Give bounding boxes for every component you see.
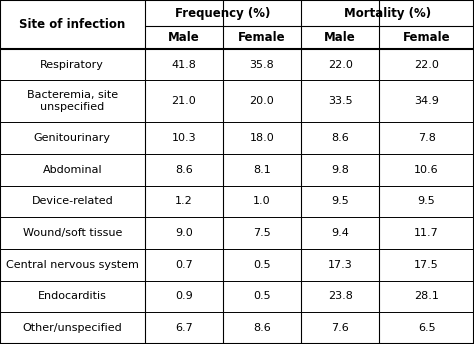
Text: Other/unspecified: Other/unspecified xyxy=(22,323,122,333)
Text: 8.6: 8.6 xyxy=(253,323,271,333)
Text: 0.5: 0.5 xyxy=(253,260,271,270)
Text: 35.8: 35.8 xyxy=(249,60,274,69)
Text: Central nervous system: Central nervous system xyxy=(6,260,139,270)
Text: 8.1: 8.1 xyxy=(253,165,271,175)
Text: Abdominal: Abdominal xyxy=(43,165,102,175)
Text: 22.0: 22.0 xyxy=(414,60,439,69)
Text: 9.5: 9.5 xyxy=(418,196,436,206)
Text: 17.5: 17.5 xyxy=(414,260,439,270)
Text: 23.8: 23.8 xyxy=(328,291,353,301)
Text: 7.8: 7.8 xyxy=(418,133,436,143)
Text: 9.4: 9.4 xyxy=(331,228,349,238)
Text: Genitourinary: Genitourinary xyxy=(34,133,111,143)
Text: 1.2: 1.2 xyxy=(175,196,192,206)
Text: 11.7: 11.7 xyxy=(414,228,439,238)
Text: Frequency (%): Frequency (%) xyxy=(175,7,271,20)
Text: 9.8: 9.8 xyxy=(331,165,349,175)
Text: 7.6: 7.6 xyxy=(331,323,349,333)
Text: 33.5: 33.5 xyxy=(328,96,352,106)
Text: 7.5: 7.5 xyxy=(253,228,271,238)
Text: 22.0: 22.0 xyxy=(328,60,353,69)
Text: 9.5: 9.5 xyxy=(331,196,349,206)
Text: 17.3: 17.3 xyxy=(328,260,353,270)
Text: 41.8: 41.8 xyxy=(171,60,196,69)
Text: Male: Male xyxy=(168,31,200,44)
Text: 8.6: 8.6 xyxy=(331,133,349,143)
Text: Endocarditis: Endocarditis xyxy=(38,291,107,301)
Text: 0.7: 0.7 xyxy=(175,260,192,270)
Text: 6.7: 6.7 xyxy=(175,323,192,333)
Text: 21.0: 21.0 xyxy=(171,96,196,106)
Text: 0.5: 0.5 xyxy=(253,291,271,301)
Text: Female: Female xyxy=(403,31,450,44)
Text: 6.5: 6.5 xyxy=(418,323,436,333)
Text: Male: Male xyxy=(324,31,356,44)
Text: 18.0: 18.0 xyxy=(249,133,274,143)
Text: Device-related: Device-related xyxy=(31,196,113,206)
Text: 10.6: 10.6 xyxy=(414,165,439,175)
Text: 10.3: 10.3 xyxy=(172,133,196,143)
Text: Respiratory: Respiratory xyxy=(40,60,104,69)
Text: Female: Female xyxy=(238,31,286,44)
Text: 9.0: 9.0 xyxy=(175,228,192,238)
Text: Wound/soft tissue: Wound/soft tissue xyxy=(23,228,122,238)
Text: 20.0: 20.0 xyxy=(249,96,274,106)
Text: 28.1: 28.1 xyxy=(414,291,439,301)
Text: Bacteremia, site
unspecified: Bacteremia, site unspecified xyxy=(27,90,118,112)
Text: Site of infection: Site of infection xyxy=(19,18,126,31)
Text: 34.9: 34.9 xyxy=(414,96,439,106)
Text: Mortality (%): Mortality (%) xyxy=(344,7,431,20)
Text: 1.0: 1.0 xyxy=(253,196,271,206)
Text: 0.9: 0.9 xyxy=(175,291,192,301)
Text: 8.6: 8.6 xyxy=(175,165,192,175)
